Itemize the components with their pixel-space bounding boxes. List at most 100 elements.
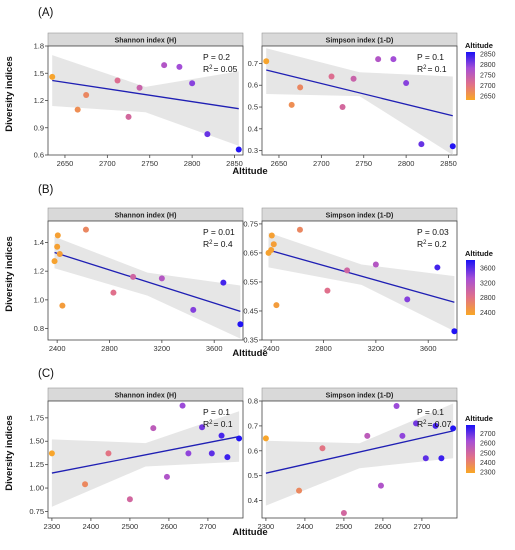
regression-line xyxy=(265,430,454,474)
x-tick-label: 3200 xyxy=(154,344,171,353)
regression-line xyxy=(54,251,241,312)
data-point xyxy=(56,250,63,257)
x-axis-label: Altitude xyxy=(232,527,267,538)
data-point xyxy=(54,232,61,239)
legend-tick-label: 2700 xyxy=(480,83,496,90)
panel-4: Simpson index (1-D) 2400 2800 3200 3600 0.35 0… xyxy=(243,207,458,353)
x-tick-label: 2850 xyxy=(226,159,243,168)
data-point xyxy=(105,450,112,457)
legend-tick-label: 2500 xyxy=(480,450,496,457)
data-point xyxy=(83,92,90,99)
p-value-annotation: P = 0.03 xyxy=(417,227,449,237)
x-tick-label: 2750 xyxy=(355,159,372,168)
colorbar xyxy=(466,260,475,315)
data-point xyxy=(51,258,58,265)
r-squared-value: = 0.2 xyxy=(427,239,446,249)
data-point xyxy=(364,432,371,439)
facet-title: Simpson index (1-D) xyxy=(326,213,394,220)
legend-tick-label: 2400 xyxy=(480,310,496,317)
y-tick-label: 0.6 xyxy=(248,446,258,455)
y-tick-label: 1.00 xyxy=(29,484,44,493)
data-point xyxy=(263,58,270,65)
y-axis-label: Diversity indices xyxy=(4,236,15,312)
data-point xyxy=(235,146,242,153)
x-tick-label: 2600 xyxy=(375,522,392,531)
x-tick-label: 2400 xyxy=(83,522,100,531)
data-point xyxy=(288,101,295,108)
x-tick-label: 2800 xyxy=(101,344,118,353)
y-tick-label: 1.5 xyxy=(34,69,44,78)
x-tick-label: 2700 xyxy=(99,159,116,168)
y-tick-label: 0.65 xyxy=(243,248,258,257)
data-point xyxy=(273,302,280,309)
x-tick-label: 2500 xyxy=(122,522,139,531)
regression-line xyxy=(268,249,455,303)
data-point xyxy=(48,450,55,457)
y-tick-label: 1.8 xyxy=(34,42,44,51)
data-point xyxy=(413,420,420,427)
data-point xyxy=(451,328,458,335)
x-tick-label: 2400 xyxy=(297,522,314,531)
panel-6: Simpson index (1-D) 2300 2400 2500 2600 2700 0… xyxy=(248,387,458,531)
data-point xyxy=(224,454,231,461)
facet-title: Simpson index (1-D) xyxy=(326,393,394,400)
x-tick-label: 2300 xyxy=(258,522,275,531)
data-point xyxy=(438,455,445,462)
regression-line xyxy=(51,435,240,474)
data-point xyxy=(74,106,81,113)
y-tick-label: 0.5 xyxy=(248,471,258,480)
r-symbol: R xyxy=(203,64,209,74)
y-tick-label: 0.5 xyxy=(248,103,258,112)
r-squared-value: = 0.1 xyxy=(427,64,446,74)
data-point xyxy=(150,425,157,432)
legend-tick-label: 2800 xyxy=(480,295,496,302)
r-squared-value: = 0.4 xyxy=(213,239,232,249)
regression-line xyxy=(266,69,453,117)
y-axis-label: Diversity indices xyxy=(4,56,15,132)
p-value-annotation: P = 0.1 xyxy=(417,52,444,62)
data-point xyxy=(54,243,61,250)
data-point xyxy=(449,143,456,150)
legend-tick-label: 3600 xyxy=(480,266,496,273)
y-tick-label: 1.2 xyxy=(34,96,44,105)
data-point xyxy=(176,63,183,70)
confidence-band xyxy=(51,411,240,507)
x-tick-label: 2700 xyxy=(414,522,431,531)
data-point xyxy=(350,75,357,82)
data-point xyxy=(319,445,326,452)
colorbar xyxy=(466,425,475,473)
panel-label: (B) xyxy=(38,184,54,196)
data-point xyxy=(375,56,382,63)
panel-label: (C) xyxy=(38,368,54,380)
data-point xyxy=(236,435,243,442)
data-point xyxy=(262,435,269,442)
p-value-annotation: P = 0.01 xyxy=(203,227,235,237)
data-point xyxy=(158,275,165,282)
r-superscript: 2 xyxy=(209,420,213,426)
x-axis-label: Altitude xyxy=(232,348,267,359)
data-point xyxy=(399,432,406,439)
data-point xyxy=(220,279,227,286)
data-point xyxy=(189,80,196,87)
r-symbol: R xyxy=(203,239,209,249)
confidence-band xyxy=(54,236,241,339)
r-symbol: R xyxy=(417,239,423,249)
y-tick-label: 1.50 xyxy=(29,437,44,446)
facet-title: Shannon index (H) xyxy=(115,38,177,45)
r-superscript: 2 xyxy=(423,420,427,426)
y-tick-label: 1.25 xyxy=(29,460,44,469)
facet-title: Simpson index (1-D) xyxy=(326,38,394,45)
data-point xyxy=(110,289,117,296)
x-tick-label: 2800 xyxy=(398,159,415,168)
x-tick-label: 2400 xyxy=(49,344,66,353)
y-tick-label: 1.2 xyxy=(34,267,44,276)
r-squared-value: = 0.1 xyxy=(213,419,232,429)
y-tick-label: 0.7 xyxy=(248,421,258,430)
x-tick-label: 2400 xyxy=(263,344,280,353)
panel-1: Shannon index (H) 2650 2700 2750 2800 2850 0.6… xyxy=(34,7,244,168)
data-point xyxy=(372,261,379,268)
data-point xyxy=(199,424,206,431)
data-point xyxy=(208,450,215,457)
panel-5: Shannon index (H) 2300 2400 2500 2600 2700 0.7… xyxy=(29,368,244,531)
